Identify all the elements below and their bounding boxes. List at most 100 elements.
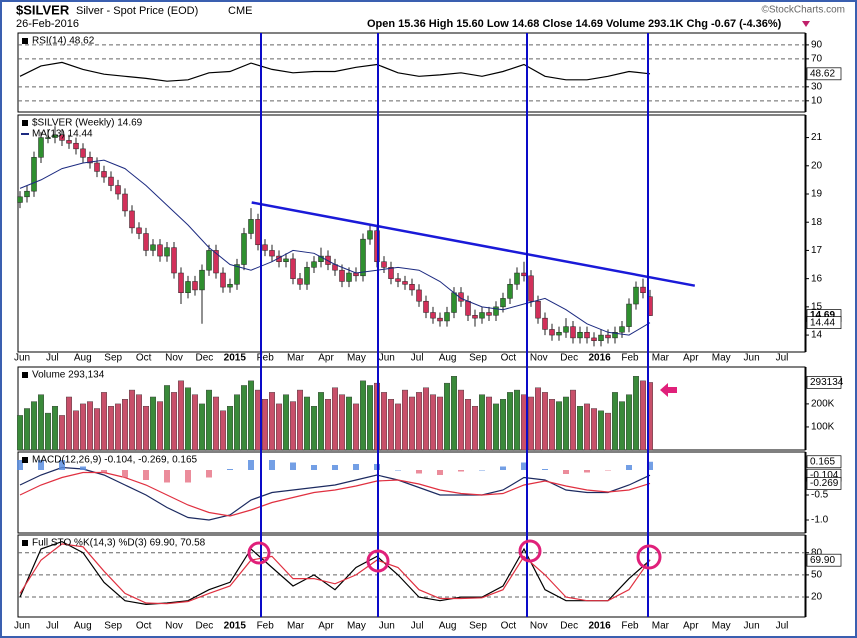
x-tick-label: 2015 bbox=[224, 621, 247, 632]
value-label: -0.269 bbox=[810, 478, 839, 489]
y-tick-label: 16 bbox=[811, 273, 823, 284]
histogram-bar bbox=[500, 466, 506, 470]
symbol: $SILVER bbox=[16, 2, 70, 17]
x-tick-label: Jun bbox=[14, 353, 30, 364]
x-tick-label: Feb bbox=[621, 353, 639, 364]
x-tick-label: Oct bbox=[501, 621, 517, 632]
candle-body bbox=[38, 137, 44, 158]
plot-area bbox=[19, 61, 651, 82]
volume-arrow bbox=[660, 383, 677, 397]
volume-bar bbox=[65, 396, 72, 451]
plots: Jun Jul Aug Sep Oct Nov Dec 2015 Feb Mar Apr May Jun… bbox=[14, 32, 844, 632]
volume-bar bbox=[402, 389, 409, 451]
exchange: CME bbox=[228, 5, 252, 17]
candle-body bbox=[619, 326, 625, 333]
volume-bar bbox=[247, 380, 254, 451]
candle-body bbox=[633, 286, 639, 305]
x-tick-label: Jun bbox=[14, 621, 30, 632]
value-label: 14.44 bbox=[810, 317, 835, 328]
candle-body bbox=[423, 300, 429, 313]
histogram-bar bbox=[290, 462, 296, 470]
x-tick-label: Sep bbox=[104, 621, 122, 632]
candle-body bbox=[178, 272, 184, 293]
candle-body bbox=[360, 238, 366, 277]
value-box bbox=[806, 477, 842, 490]
x-tick-label: Mar bbox=[287, 621, 305, 632]
x-tick-label: Jul bbox=[46, 353, 59, 364]
volume-bar bbox=[451, 376, 458, 451]
x-tick-label: Mar bbox=[287, 353, 305, 364]
histogram-bar bbox=[626, 465, 632, 470]
x-tick-label: Aug bbox=[74, 353, 92, 364]
y-tick-label: 200K bbox=[811, 399, 835, 410]
candle-body bbox=[577, 332, 583, 339]
x-tick-label: 2016 bbox=[588, 621, 611, 632]
volume-bar bbox=[121, 399, 128, 451]
histogram-bar bbox=[458, 470, 464, 472]
candle-body bbox=[528, 275, 534, 302]
candle-body bbox=[598, 334, 604, 341]
y-tick-label: 100K bbox=[811, 422, 835, 433]
volume-bar bbox=[318, 392, 325, 451]
candle-body bbox=[220, 272, 226, 288]
quote: Open 15.36 High 15.60 Low 14.68 Close 14… bbox=[367, 18, 782, 30]
volume-bar bbox=[353, 403, 360, 451]
candle-body bbox=[626, 303, 632, 327]
volume-bar bbox=[563, 396, 570, 451]
x-tick-label: Apr bbox=[318, 621, 334, 632]
volume-bar bbox=[332, 387, 339, 451]
volume-bar bbox=[156, 401, 163, 451]
volume-bar bbox=[24, 408, 31, 451]
candle-body bbox=[101, 171, 107, 178]
value-label: 69.90 bbox=[810, 555, 835, 566]
circle bbox=[636, 544, 662, 570]
candle-body bbox=[500, 298, 506, 308]
volume-bar bbox=[107, 405, 114, 451]
volume-bar bbox=[304, 396, 311, 451]
x-tick-label: May bbox=[712, 621, 731, 632]
x-tick-label: Jul bbox=[46, 621, 59, 632]
volume-bar bbox=[521, 394, 528, 451]
volume-bar bbox=[184, 387, 191, 451]
histogram-bar bbox=[122, 470, 128, 478]
trendline bbox=[251, 201, 696, 287]
volume-bar bbox=[430, 394, 437, 451]
x-tick-label: Mar bbox=[652, 353, 670, 364]
indicator-line bbox=[19, 466, 651, 521]
candle-body bbox=[73, 142, 79, 150]
annotations bbox=[260, 33, 649, 617]
histogram-bar bbox=[605, 470, 611, 471]
candle-body bbox=[402, 281, 408, 285]
candle-body bbox=[248, 219, 254, 234]
x-tick-label: May bbox=[347, 621, 366, 632]
candle-body bbox=[437, 317, 443, 322]
histogram-bar bbox=[353, 464, 359, 470]
candle-body bbox=[129, 210, 135, 229]
candle-body bbox=[192, 281, 198, 291]
x-tick-label: Feb bbox=[257, 353, 275, 364]
volume-bar bbox=[591, 408, 598, 451]
volume-bar bbox=[79, 403, 86, 451]
volume-bar bbox=[458, 389, 465, 451]
candle-body bbox=[185, 281, 191, 294]
legend-title: Full STO %K(14,3) %D(3) 69.90, 70.58 bbox=[32, 538, 206, 549]
x-tick-label: Apr bbox=[683, 621, 699, 632]
value-label: 0.165 bbox=[810, 456, 835, 467]
histogram-bar bbox=[101, 470, 107, 473]
legend-title: $SILVER (Weekly) 14.69 bbox=[32, 118, 143, 129]
candle-body bbox=[570, 326, 576, 339]
x-tick-label: Apr bbox=[318, 353, 334, 364]
histogram-bar bbox=[59, 460, 65, 470]
x-tick-label: Dec bbox=[196, 353, 214, 364]
x-tick-label: Jun bbox=[744, 353, 760, 364]
candle-body bbox=[339, 269, 345, 282]
volume-bar bbox=[381, 392, 388, 451]
volume-bar bbox=[233, 394, 240, 451]
x-tick-label: Sep bbox=[469, 621, 487, 632]
volume-bar bbox=[45, 412, 52, 451]
x-tick-label: Dec bbox=[196, 621, 214, 632]
candle-body bbox=[206, 250, 212, 271]
y-tick-label: 20 bbox=[811, 160, 823, 171]
candle-body bbox=[563, 326, 569, 333]
histogram-bar bbox=[80, 466, 86, 470]
